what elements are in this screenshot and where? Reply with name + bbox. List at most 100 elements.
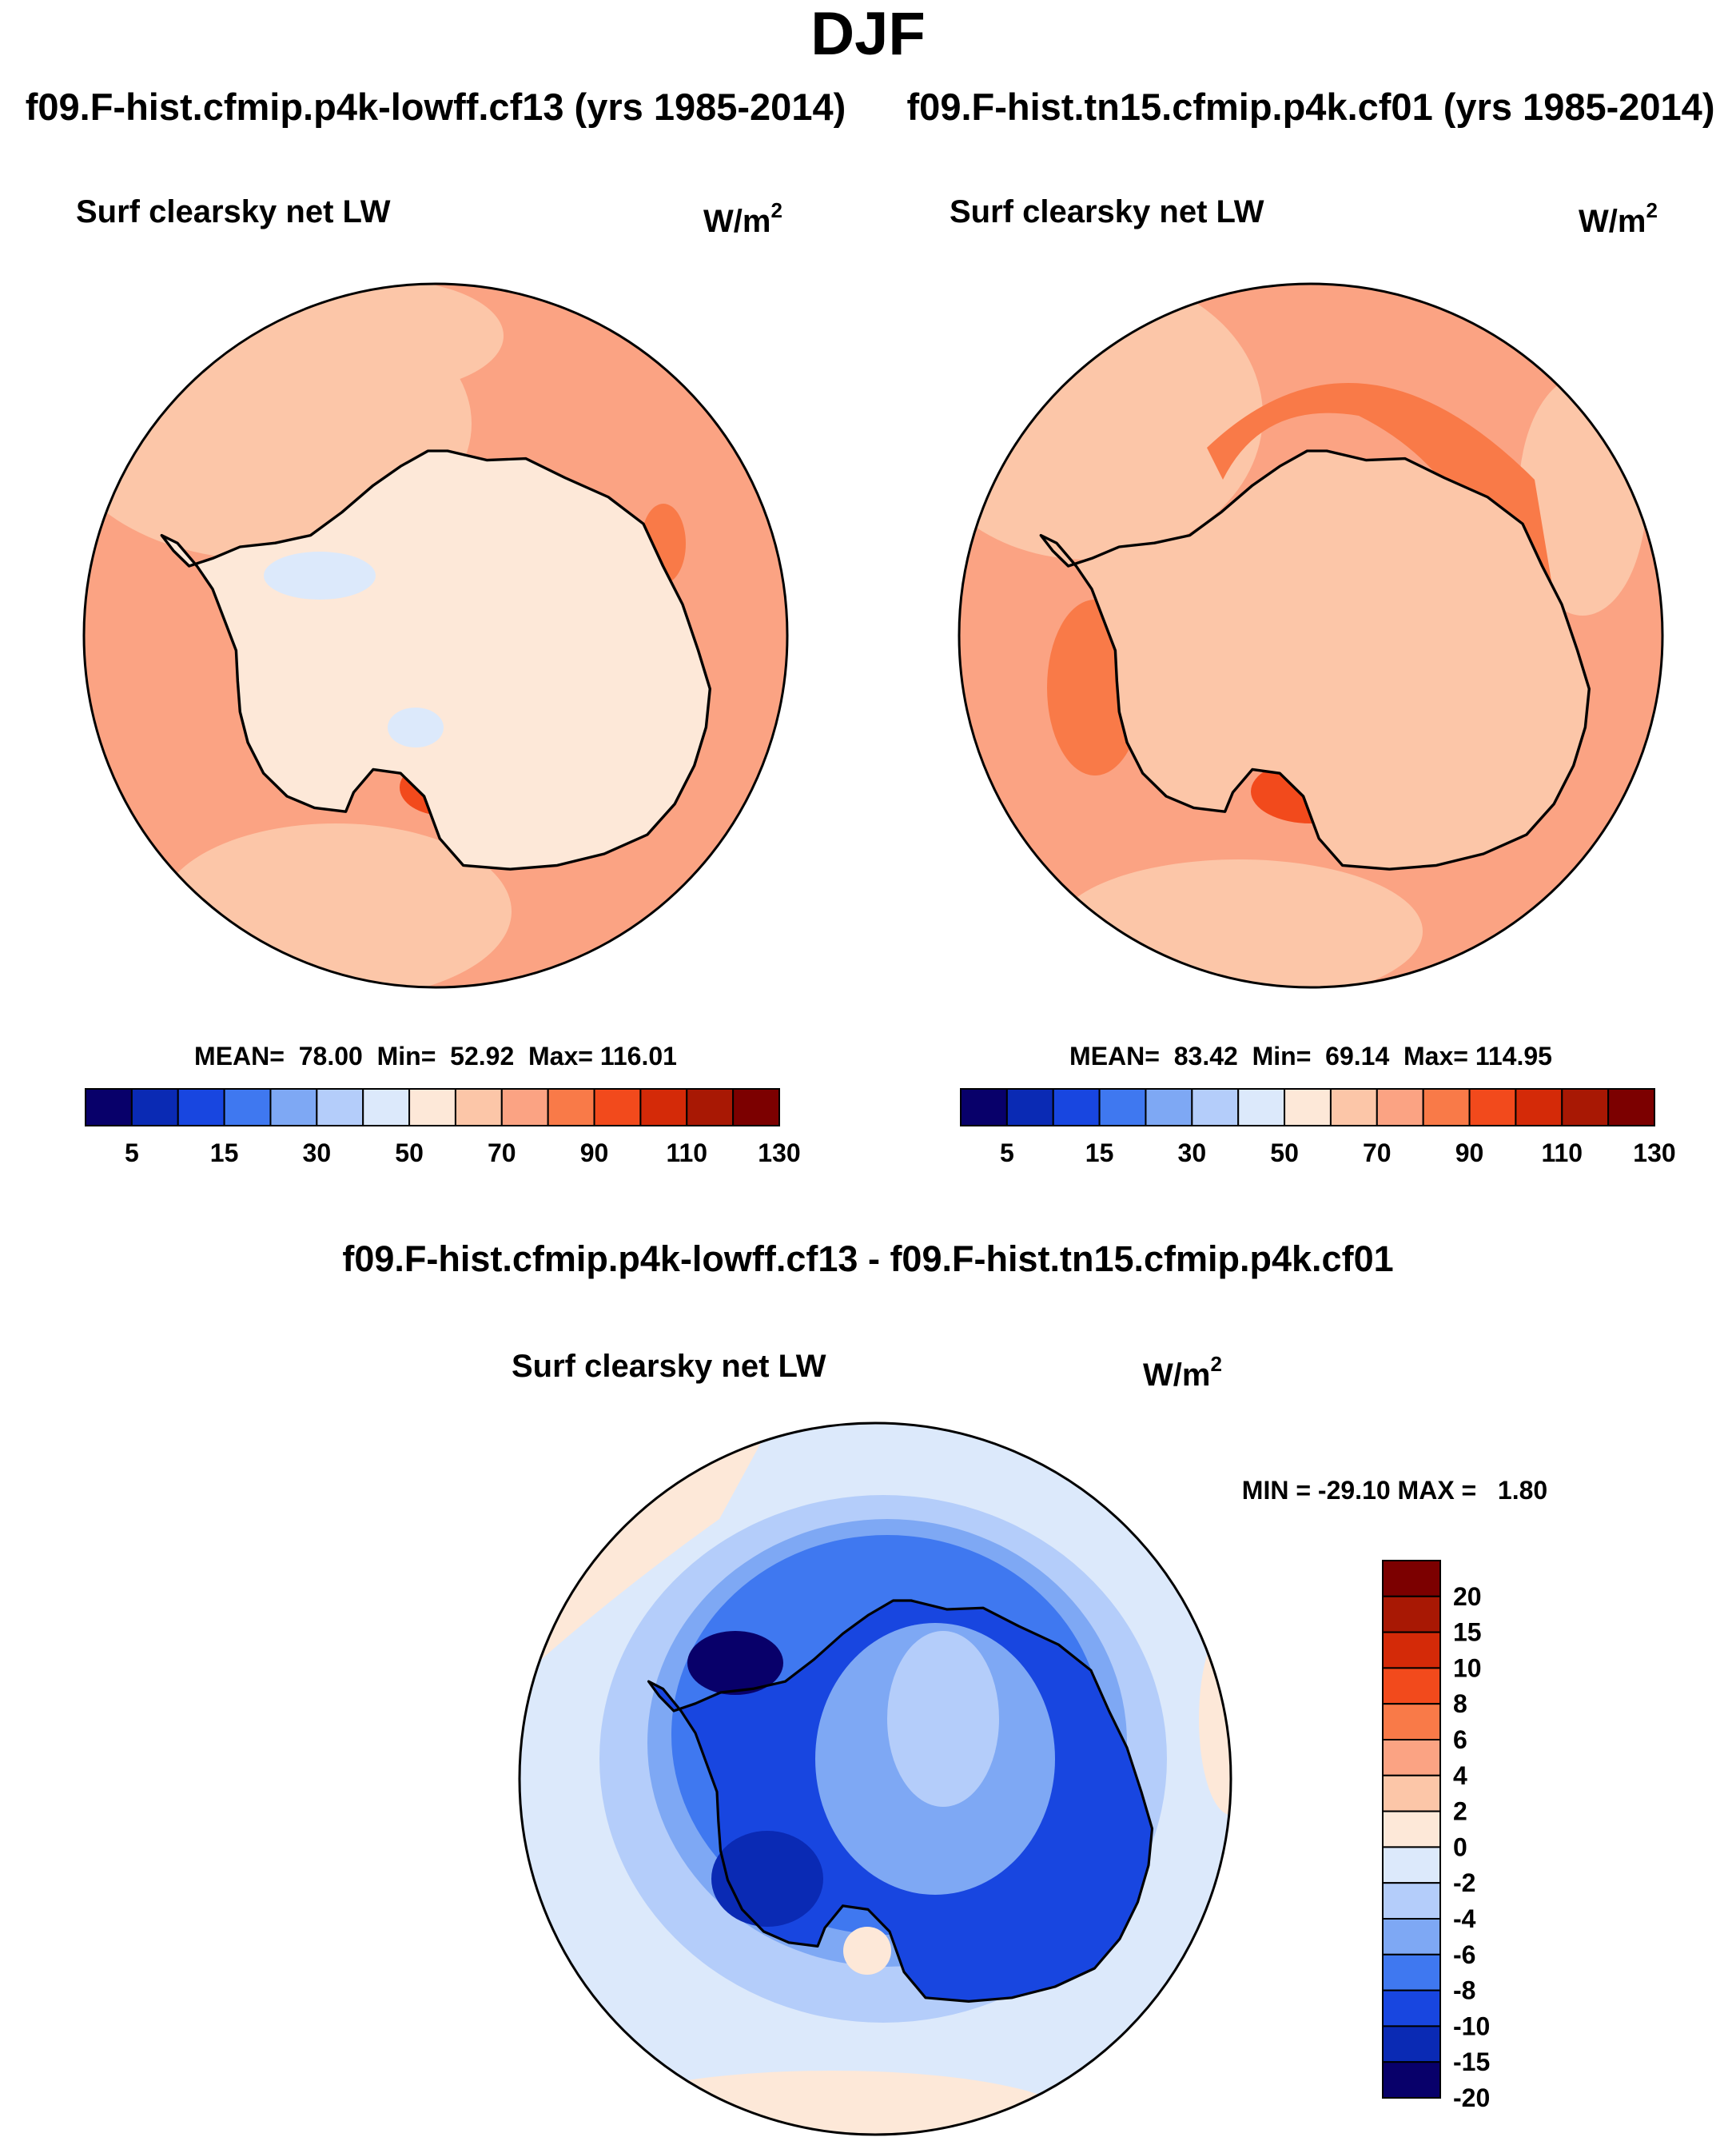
right-colorbar-box bbox=[1329, 1088, 1378, 1126]
left-colorbar-tick-label: 90 bbox=[580, 1138, 609, 1167]
difference-map-strongest bbox=[687, 1631, 783, 1695]
difference-colorbar-tick-label: 8 bbox=[1453, 1689, 1467, 1718]
right-colorbar-tick-label: 130 bbox=[1633, 1138, 1675, 1167]
difference-colorbar-tick-label: 20 bbox=[1453, 1582, 1482, 1611]
right-units: W/m2 bbox=[1579, 198, 1658, 239]
right-panel: f09.F-hist.tn15.cfmip.p4k.cf01 (yrs 1985… bbox=[907, 86, 1715, 1167]
difference-colorbar-box bbox=[1382, 1953, 1441, 1992]
difference-colorbar-tick-label: 6 bbox=[1453, 1725, 1467, 1754]
left-colorbar-tick-label: 130 bbox=[758, 1138, 800, 1167]
right-colorbar-box bbox=[1515, 1088, 1563, 1126]
right-colorbar-tick-label: 90 bbox=[1455, 1138, 1484, 1167]
right-colorbar-tick-label: 30 bbox=[1178, 1138, 1207, 1167]
difference-panel: f09.F-hist.cfmip.p4k-lowff.cf13 - f09.F-… bbox=[342, 1238, 1547, 2136]
left-colorbar-tick-label: 70 bbox=[488, 1138, 516, 1167]
difference-colorbar-tick-label: -20 bbox=[1453, 2083, 1490, 2112]
difference-colorbar-tick-label: 4 bbox=[1453, 1761, 1467, 1790]
left-colorbar-box bbox=[593, 1088, 642, 1126]
right-variable-title: Surf clearsky net LW bbox=[950, 194, 1264, 229]
left-panel: f09.F-hist.cfmip.p4k-lowff.cf13 (yrs 198… bbox=[26, 86, 846, 1167]
main-title: DJF bbox=[810, 0, 926, 68]
left-colorbar-tick-label: 110 bbox=[666, 1138, 707, 1167]
difference-colorbar-box bbox=[1382, 1774, 1441, 1812]
difference-colorbar-tick-label: -15 bbox=[1453, 2047, 1490, 2076]
right-colorbar-box bbox=[1098, 1088, 1147, 1126]
right-case-title: f09.F-hist.tn15.cfmip.p4k.cf01 (yrs 1985… bbox=[907, 86, 1715, 128]
difference-colorbar-tick-label: 15 bbox=[1453, 1618, 1482, 1647]
right-colorbar-box bbox=[1561, 1088, 1610, 1126]
left-variable-title: Surf clearsky net LW bbox=[76, 194, 391, 229]
difference-colorbar-box bbox=[1382, 1846, 1441, 1884]
left-colorbar-tick-label: 15 bbox=[210, 1138, 239, 1167]
left-colorbar-box bbox=[316, 1088, 364, 1126]
difference-colorbar-tick-label: -8 bbox=[1453, 1976, 1475, 2005]
difference-colorbar-tick-label: 2 bbox=[1453, 1797, 1467, 1826]
right-colorbar-tick-label: 5 bbox=[1000, 1138, 1014, 1167]
difference-colorbar-box bbox=[1382, 1739, 1441, 1776]
left-case-title: f09.F-hist.cfmip.p4k-lowff.cf13 (yrs 198… bbox=[26, 86, 846, 128]
left-colorbar-box bbox=[408, 1088, 456, 1126]
left-colorbar-box bbox=[130, 1088, 179, 1126]
left-colorbar-box bbox=[547, 1088, 595, 1126]
left-colorbar-box bbox=[177, 1088, 225, 1126]
left-colorbar-box bbox=[686, 1088, 735, 1126]
left-colorbar-box bbox=[85, 1088, 133, 1126]
difference-map-interior-light bbox=[887, 1631, 999, 1807]
right-colorbar-box bbox=[1376, 1088, 1424, 1126]
right-colorbar-box bbox=[1005, 1088, 1054, 1126]
right-colorbar-tick-label: 110 bbox=[1541, 1138, 1583, 1167]
difference-colorbar-tick-label: -10 bbox=[1453, 2011, 1490, 2040]
difference-colorbar-box bbox=[1382, 1810, 1441, 1848]
right-colorbar-box bbox=[1191, 1088, 1240, 1126]
left-colorbar-box bbox=[269, 1088, 318, 1126]
difference-colorbar-box bbox=[1382, 1631, 1441, 1669]
right-map-outer-ring-patch bbox=[959, 284, 1263, 560]
right-colorbar-box bbox=[1468, 1088, 1517, 1126]
difference-stats: MIN = -29.10 MAX = 1.80 bbox=[1242, 1476, 1547, 1505]
difference-colorbar-tick-label: 0 bbox=[1453, 1832, 1467, 1861]
right-colorbar-box bbox=[1422, 1088, 1471, 1126]
left-map-cold-patch bbox=[388, 708, 444, 748]
left-colorbar-box bbox=[362, 1088, 411, 1126]
difference-colorbar-box bbox=[1382, 1560, 1441, 1597]
difference-units: W/m2 bbox=[1143, 1352, 1222, 1393]
difference-colorbar-box bbox=[1382, 1989, 1441, 2027]
difference-map-positive-spot bbox=[843, 1927, 891, 1975]
right-colorbar-box bbox=[1145, 1088, 1193, 1126]
right-map-warm-arc bbox=[1207, 383, 1559, 632]
right-colorbar-tick-label: 15 bbox=[1085, 1138, 1114, 1167]
difference-colorbar-box bbox=[1382, 1703, 1441, 1740]
left-map-border bbox=[82, 282, 789, 989]
right-colorbar-box bbox=[960, 1088, 1008, 1126]
difference-colorbar-box bbox=[1382, 1918, 1441, 1956]
left-colorbar-tick-label: 5 bbox=[125, 1138, 139, 1167]
difference-colorbar-box bbox=[1382, 2061, 1441, 2099]
difference-colorbar-tick-label: 10 bbox=[1453, 1653, 1482, 1682]
left-colorbar-tick-label: 50 bbox=[395, 1138, 424, 1167]
left-colorbar: 5 15 30 50 70 90 110 130 bbox=[85, 1088, 801, 1167]
right-colorbar-box bbox=[1607, 1088, 1655, 1126]
left-colorbar-box bbox=[454, 1088, 503, 1126]
difference-colorbar-box bbox=[1382, 1882, 1441, 1920]
left-colorbar-box bbox=[732, 1088, 781, 1126]
difference-colorbar-box bbox=[1382, 2025, 1441, 2063]
right-colorbar-tick-label: 50 bbox=[1270, 1138, 1299, 1167]
right-colorbar: 5 15 30 50 70 90 110 130 bbox=[960, 1088, 1676, 1167]
difference-map bbox=[520, 1423, 1231, 2135]
right-colorbar-box bbox=[1284, 1088, 1332, 1126]
left-colorbar-box bbox=[223, 1088, 272, 1126]
right-colorbar-tick-label: 70 bbox=[1363, 1138, 1392, 1167]
difference-colorbar-box bbox=[1382, 1667, 1441, 1705]
left-colorbar-tick-label: 30 bbox=[303, 1138, 332, 1167]
difference-map-border bbox=[518, 1421, 1232, 2136]
difference-colorbar-tick-label: -6 bbox=[1453, 1940, 1475, 1969]
left-units: W/m2 bbox=[703, 198, 782, 239]
left-map-cold-patch bbox=[264, 552, 376, 600]
difference-title: f09.F-hist.cfmip.p4k-lowff.cf13 - f09.F-… bbox=[342, 1238, 1393, 1279]
left-colorbar-box bbox=[500, 1088, 549, 1126]
difference-variable-title: Surf clearsky net LW bbox=[512, 1349, 826, 1384]
right-colorbar-box bbox=[1052, 1088, 1101, 1126]
left-map-outer-ring-patch bbox=[264, 284, 504, 392]
